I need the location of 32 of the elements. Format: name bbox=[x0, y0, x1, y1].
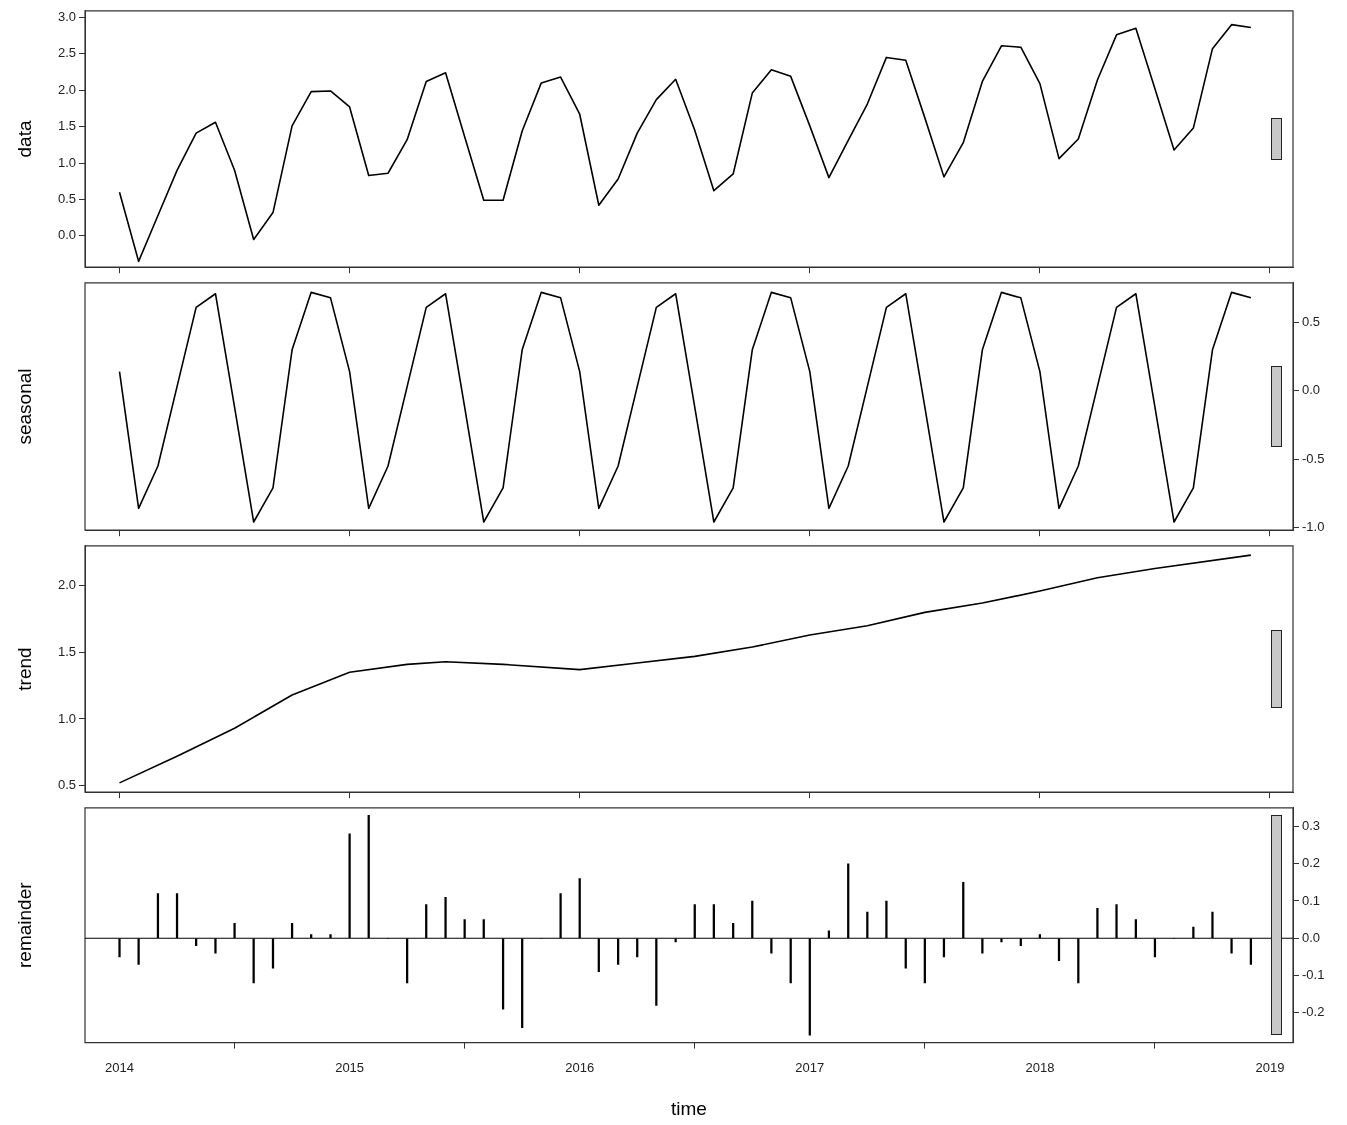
x-tick-label: 2016 bbox=[565, 1059, 595, 1075]
y-tick-label: -0.1 bbox=[1302, 967, 1325, 983]
y-tick-label: 0.0 bbox=[1302, 929, 1321, 945]
x-tick-label: 2015 bbox=[335, 1059, 365, 1075]
y-tick-label: 1.0 bbox=[57, 710, 76, 726]
y-tick-label: 2.0 bbox=[57, 81, 76, 97]
y-tick-label: 0.0 bbox=[57, 227, 76, 243]
y-tick-label: -0.5 bbox=[1302, 450, 1325, 466]
y-axis-title: data bbox=[14, 120, 36, 158]
y-tick-label: 0.2 bbox=[1302, 855, 1321, 871]
y-tick-label: 0.5 bbox=[1302, 314, 1321, 330]
y-tick-label: 2.5 bbox=[57, 45, 76, 61]
y-tick-label: 1.5 bbox=[57, 643, 76, 659]
x-tick-label: 2014 bbox=[105, 1059, 134, 1075]
x-tick-label: 2019 bbox=[1255, 1059, 1285, 1075]
y-tick-label: -1.0 bbox=[1302, 519, 1325, 535]
y-tick-label: 0.5 bbox=[57, 191, 76, 207]
x-axis-title: time bbox=[671, 1097, 707, 1119]
y-tick-label: 0.0 bbox=[1302, 382, 1321, 398]
y-axis-title: remainder bbox=[14, 881, 36, 968]
y-tick-label: -0.2 bbox=[1302, 1004, 1325, 1020]
y-tick-label: 2.0 bbox=[57, 577, 76, 593]
y-axis-title: trend bbox=[14, 647, 36, 691]
x-tick-label: 2018 bbox=[1025, 1059, 1055, 1075]
x-tick-label: 2017 bbox=[795, 1059, 825, 1075]
y-axis-title: seasonal bbox=[14, 368, 36, 445]
y-tick-label: 3.0 bbox=[57, 8, 76, 24]
y-tick-label: 1.5 bbox=[57, 118, 76, 134]
y-tick-label: 0.3 bbox=[1302, 818, 1321, 834]
y-tick-label: 0.5 bbox=[57, 777, 76, 793]
y-tick-label: 1.0 bbox=[57, 154, 76, 170]
y-tick-label: 0.1 bbox=[1302, 892, 1321, 908]
